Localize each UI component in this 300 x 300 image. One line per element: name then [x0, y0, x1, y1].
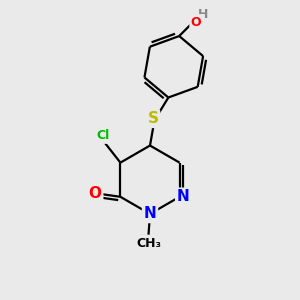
Text: Cl: Cl — [96, 129, 109, 142]
Text: O: O — [191, 16, 202, 28]
Text: N: N — [177, 189, 190, 204]
Text: S: S — [148, 111, 158, 126]
Text: O: O — [88, 186, 102, 201]
Text: CH₃: CH₃ — [136, 236, 161, 250]
Text: H: H — [198, 8, 208, 21]
Text: N: N — [144, 206, 156, 221]
